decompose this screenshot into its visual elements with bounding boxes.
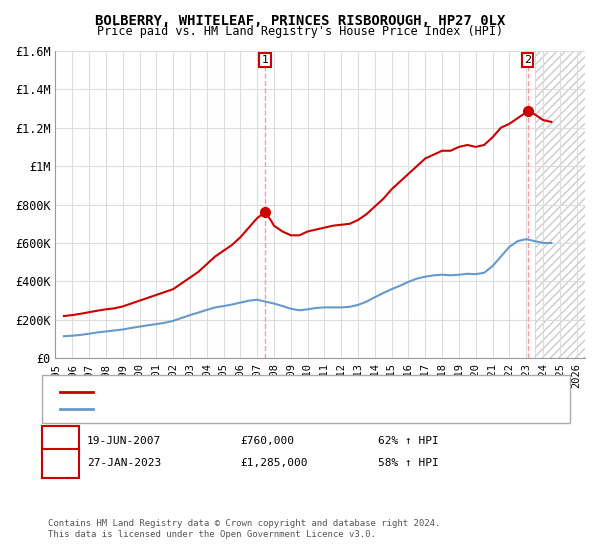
Text: BOLBERRY, WHITELEAF, PRINCES RISBOROUGH, HP27 0LX (detached house): BOLBERRY, WHITELEAF, PRINCES RISBOROUGH,… — [99, 385, 487, 395]
Text: Contains HM Land Registry data © Crown copyright and database right 2024.
This d: Contains HM Land Registry data © Crown c… — [48, 519, 440, 539]
Text: BOLBERRY, WHITELEAF, PRINCES RISBOROUGH, HP27 0LX: BOLBERRY, WHITELEAF, PRINCES RISBOROUGH,… — [95, 14, 505, 28]
Text: HPI: Average price, detached house, Buckinghamshire: HPI: Average price, detached house, Buck… — [99, 402, 398, 412]
Text: £1,285,000: £1,285,000 — [240, 458, 308, 468]
Text: 2: 2 — [57, 458, 64, 468]
Text: 27-JAN-2023: 27-JAN-2023 — [87, 458, 161, 468]
Text: 58% ↑ HPI: 58% ↑ HPI — [378, 458, 439, 468]
Text: 2: 2 — [524, 55, 531, 65]
Text: 1: 1 — [262, 55, 269, 65]
Text: 1: 1 — [57, 436, 64, 446]
Text: £760,000: £760,000 — [240, 436, 294, 446]
Text: 62% ↑ HPI: 62% ↑ HPI — [378, 436, 439, 446]
Text: 19-JUN-2007: 19-JUN-2007 — [87, 436, 161, 446]
Text: Price paid vs. HM Land Registry's House Price Index (HPI): Price paid vs. HM Land Registry's House … — [97, 25, 503, 38]
